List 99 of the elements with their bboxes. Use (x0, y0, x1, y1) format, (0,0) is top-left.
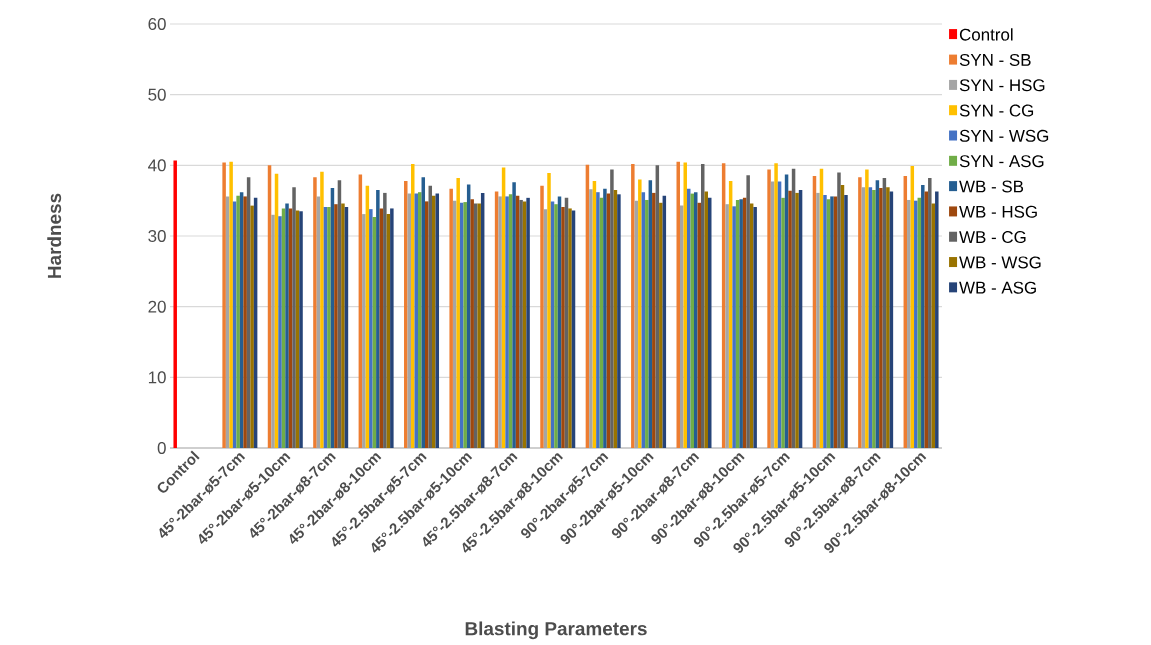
bar (704, 191, 708, 448)
legend-label: Control (959, 28, 1013, 41)
bar (596, 192, 600, 448)
legend-label: WB - SB (959, 180, 1024, 193)
bar (547, 173, 551, 448)
bar (676, 161, 680, 448)
y-tick-label: 50 (148, 88, 166, 101)
bar (425, 201, 429, 448)
bar (767, 169, 771, 448)
bar (299, 211, 303, 448)
bar (638, 179, 642, 448)
bar (229, 161, 233, 448)
bar (774, 163, 778, 448)
y-axis-title: Hardness (47, 193, 62, 278)
y-tick-label: 10 (148, 371, 166, 384)
bar (327, 207, 331, 448)
bar (320, 171, 324, 448)
bar (739, 199, 743, 448)
bar (561, 207, 565, 448)
bar (837, 172, 841, 448)
legend-label: SYN - CG (959, 104, 1034, 117)
bar (540, 185, 544, 448)
bar (411, 163, 415, 448)
bar (313, 177, 317, 448)
bar (278, 216, 282, 448)
bar (463, 202, 467, 448)
bar (697, 202, 701, 448)
bar (334, 204, 338, 448)
bar (781, 197, 785, 448)
bar (795, 192, 799, 448)
bar (914, 200, 918, 448)
bar (683, 162, 687, 448)
bar (250, 205, 254, 448)
bar (173, 160, 177, 448)
y-tick-label: 30 (148, 230, 166, 242)
bar (858, 177, 862, 448)
legend-label: SYN - ASG (959, 155, 1044, 168)
bar (505, 196, 509, 448)
bar (554, 204, 558, 448)
bar (645, 199, 649, 448)
legend-label: SYN - WSG (959, 129, 1049, 142)
bar (236, 195, 240, 448)
bar (603, 188, 607, 448)
bar (477, 203, 481, 448)
legend-label: WB - WSG (959, 256, 1041, 269)
bar (383, 192, 387, 448)
bar (470, 199, 474, 448)
bar (243, 196, 247, 448)
x-axis-title: Blasting Parameters (465, 621, 647, 640)
bar (631, 163, 635, 448)
bar (390, 208, 394, 448)
bar (341, 203, 345, 448)
legend-label: SYN - SB (959, 53, 1031, 66)
bar (830, 196, 834, 448)
y-tick-label: 60 (148, 18, 166, 30)
bar (732, 206, 736, 448)
bar (816, 192, 820, 448)
bar (788, 190, 792, 448)
bar (865, 169, 869, 448)
bar (823, 195, 827, 448)
bar (526, 197, 530, 448)
bar (512, 182, 516, 448)
bar (746, 175, 750, 448)
bar (519, 199, 523, 448)
legend-label: SYN - HSG (959, 79, 1045, 92)
bar (369, 209, 373, 448)
bar (376, 190, 380, 448)
legend-label: WB - ASG (959, 281, 1036, 294)
y-tick-label: 40 (148, 159, 166, 172)
bar (449, 188, 453, 448)
bar (271, 214, 275, 448)
bar (872, 190, 876, 448)
bar (404, 180, 408, 448)
bar (568, 208, 572, 448)
bar (222, 162, 226, 448)
bar (652, 192, 656, 448)
bar (725, 204, 729, 448)
bar (921, 185, 925, 448)
bar (285, 203, 289, 448)
bar (886, 187, 890, 448)
bar (589, 189, 593, 448)
bar (844, 195, 848, 448)
y-tick-label: 20 (148, 300, 166, 313)
bar (617, 194, 621, 448)
bar (690, 193, 694, 448)
bar (292, 187, 296, 448)
bar (498, 196, 502, 448)
bar (610, 169, 614, 448)
bar (418, 192, 422, 448)
bar (928, 178, 932, 448)
legend-label: WB - HSG (959, 205, 1037, 218)
bar (362, 214, 366, 448)
bar (907, 199, 911, 448)
bar (456, 178, 460, 448)
bar (935, 191, 939, 448)
bar (879, 187, 883, 448)
bar (659, 202, 663, 448)
bar (753, 207, 757, 448)
legend-label: WB - CG (959, 231, 1026, 244)
